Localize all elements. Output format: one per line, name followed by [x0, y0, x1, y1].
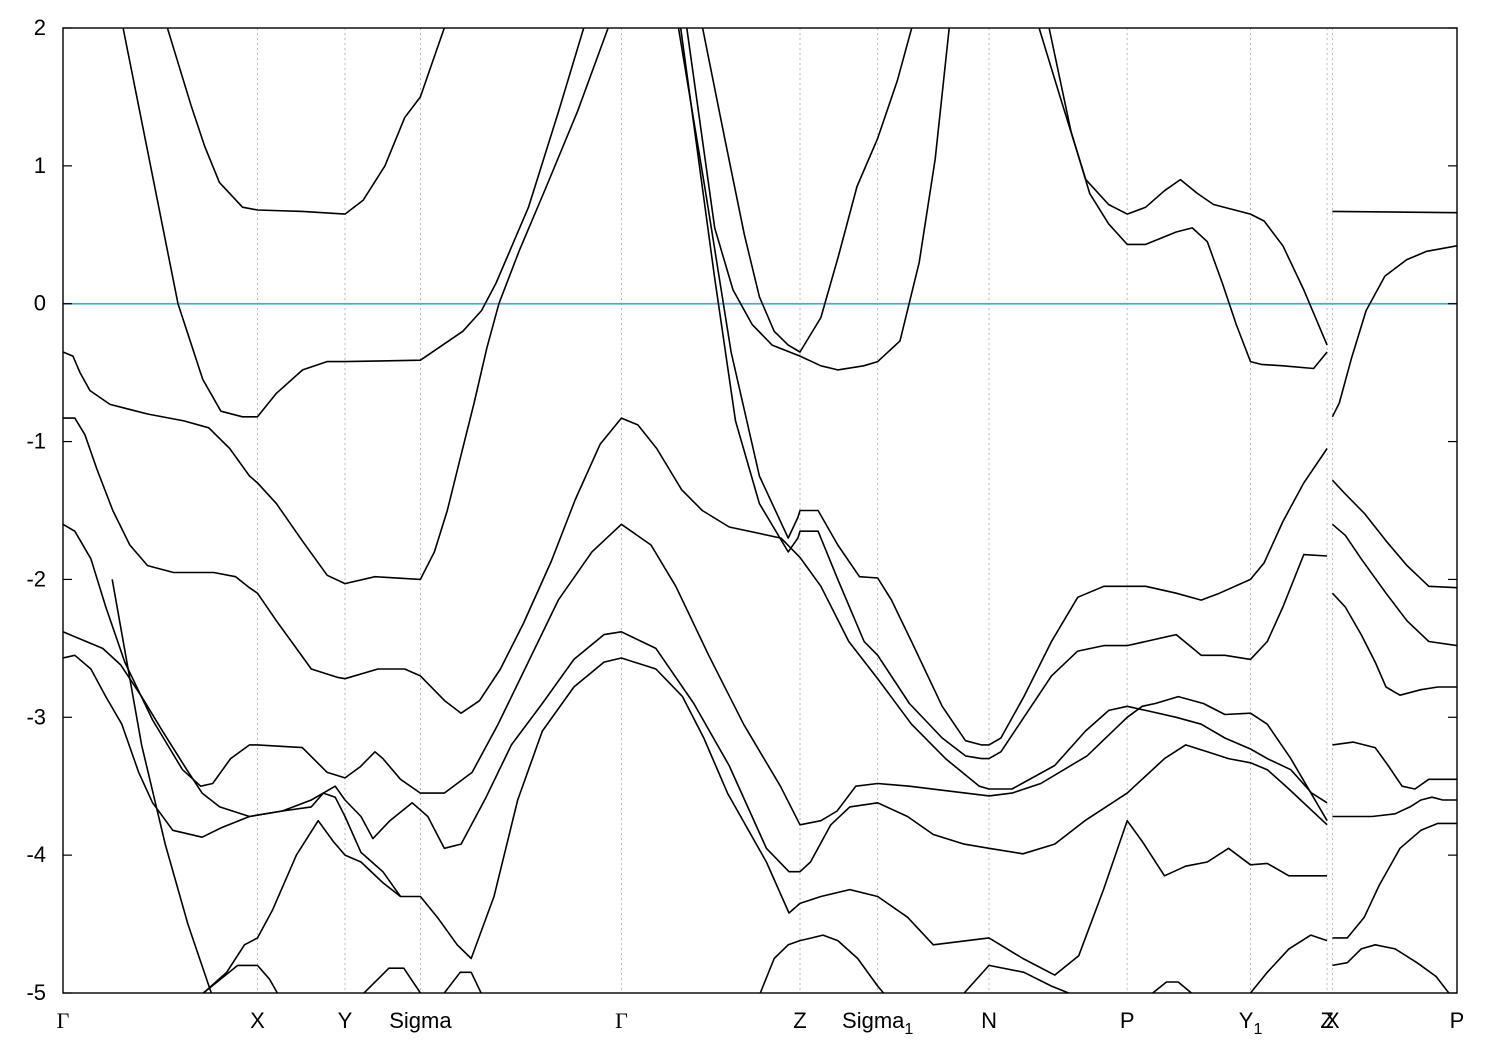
x-tick-label: P: [1120, 1008, 1135, 1033]
band-line-21: [963, 964, 1069, 993]
band-line-8: [111, 579, 213, 993]
x-tick-label: Y: [338, 1008, 353, 1033]
band-line-15: [701, 28, 913, 353]
y-tick-label: 1: [34, 153, 46, 178]
band-line-24: [1331, 245, 1457, 418]
band-line-10: [202, 819, 401, 993]
band-line-29: [1332, 796, 1457, 818]
y-tick-label: -2: [26, 566, 46, 591]
band-line-23: [1332, 210, 1457, 214]
y-tick-label: 0: [34, 291, 46, 316]
x-tick-label: Γ: [57, 1008, 70, 1033]
band-line-4: [63, 417, 1328, 804]
x-tick-label: Γ: [615, 1008, 628, 1033]
y-tick-label: -1: [26, 429, 46, 454]
y-axis-ticks: 2 1 0 -1 -2 -3 -4 -5: [26, 15, 1457, 1005]
band-line-12: [363, 967, 422, 993]
band-line-20: [759, 934, 885, 993]
y-tick-label: 2: [34, 15, 46, 40]
x-tick-label: Z: [1320, 1008, 1333, 1033]
band-line-5: [63, 523, 1328, 826]
x-tick-label: Sigma: [389, 1008, 452, 1033]
band-lines: [63, 28, 1457, 993]
band-line-27: [1331, 592, 1457, 696]
band-line-1: [122, 28, 585, 418]
band-line-9: [443, 971, 482, 993]
band-line-18: [1038, 28, 1328, 346]
band-line-30: [1332, 822, 1457, 939]
y-tick-label: -4: [26, 842, 46, 867]
band-line-28: [1332, 741, 1457, 790]
kpoint-gridlines: [257, 28, 1333, 993]
band-line-22: [1249, 934, 1328, 993]
band-line-19: [1152, 981, 1192, 993]
plot-frame: [62, 27, 1458, 994]
band-line-11: [202, 964, 279, 993]
band-line-7: [63, 654, 1328, 976]
x-tick-label: Y1: [1239, 1008, 1263, 1038]
band-line-25: [1331, 479, 1457, 589]
band-line-16: [686, 28, 950, 371]
band-line-14: [679, 28, 1328, 760]
x-tick-label: P: [1450, 1008, 1465, 1033]
x-tick-label: N: [981, 1008, 997, 1033]
x-axis-ticks: Γ X Y Sigma Γ Z Sigma1 N P Y1 ZX P: [57, 1008, 1465, 1038]
y-tick-label: -5: [26, 980, 46, 1005]
y-tick-label: -3: [26, 704, 46, 729]
band-line-26: [1331, 523, 1457, 647]
x-tick-label: X: [1325, 1008, 1340, 1033]
x-tick-label: Z: [793, 1008, 806, 1033]
band-line-3: [63, 28, 609, 585]
x-tick-label: X: [250, 1008, 265, 1033]
band-line-31: [1332, 944, 1450, 993]
band-line-17: [1048, 28, 1328, 370]
band-line-13: [677, 28, 1328, 746]
band-line-2: [166, 28, 446, 215]
x-tick-label: Sigma1: [842, 1008, 913, 1038]
